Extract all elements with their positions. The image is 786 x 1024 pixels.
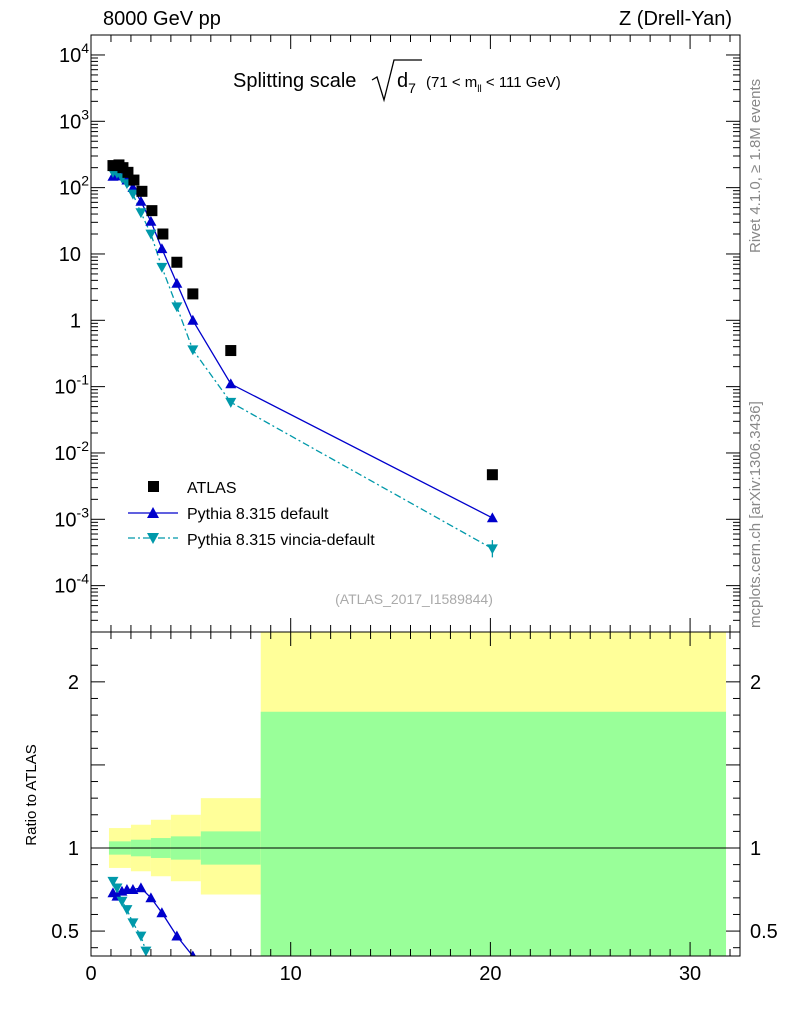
- marker-atlas-9: [187, 288, 199, 300]
- marker-atlas-11: [486, 469, 498, 481]
- y-tick-label-8: 10-4: [54, 571, 89, 598]
- sqrt-sign: [371, 59, 422, 103]
- ratio-y-tick-label-left-0.5: 0.5: [51, 921, 79, 943]
- x-tick-label-10: 10: [280, 963, 302, 985]
- ratio-y-tick-label-right-0.5: 0.5: [750, 921, 778, 943]
- main-curves: [107, 159, 498, 558]
- mcplots-label: mcplots.cern.ch [arXiv:1306.3436]: [747, 401, 764, 628]
- marker-pythia-default-4: [127, 182, 139, 193]
- header-channel: Z (Drell-Yan): [619, 8, 732, 30]
- marker-atlas-10: [225, 345, 237, 357]
- ratio-y-tick-label-right-2: 2: [750, 672, 761, 694]
- marker-atlas-6: [146, 205, 158, 217]
- series-line-pythia-default: [112, 174, 493, 519]
- legend-label-atlas: ATLAS: [187, 480, 237, 497]
- x-tick-label-30: 30: [679, 963, 701, 985]
- legend-marker-default: [147, 507, 159, 518]
- marker-pythia-vincia-6: [145, 229, 157, 240]
- ratio-marker-default-8: [171, 930, 183, 941]
- ratio-y-tick-label-right-1: 1: [750, 838, 761, 860]
- plot-title: Splitting scale: [233, 70, 356, 92]
- y-tick-label-6: 10-2: [54, 438, 89, 465]
- ratio-marker-default-5: [135, 882, 147, 893]
- y-tick-label-5: 10-1: [54, 372, 89, 399]
- title-variable: d7: [397, 70, 416, 96]
- rivet-label: Rivet 4.1.0, ≥ 1.8M events: [747, 79, 764, 253]
- marker-atlas-8: [171, 256, 183, 268]
- ratio-marker-default-6: [145, 892, 157, 903]
- marker-pythia-vincia-7: [156, 262, 168, 273]
- marker-pythia-default-6: [145, 215, 157, 226]
- marker-pythia-default-10: [225, 378, 237, 389]
- marker-pythia-vincia-8: [171, 302, 183, 313]
- title-mass-range: (71 < mll < 111 GeV): [426, 74, 561, 95]
- header-process: 8000 GeV pp: [103, 8, 221, 30]
- ratio-marker-default-7: [156, 907, 168, 918]
- legend-marker-atlas: [148, 481, 159, 492]
- ratio-marker-vincia-2: [116, 896, 128, 907]
- ratio-marker-vincia-4: [127, 918, 139, 929]
- marker-pythia-default-7: [156, 243, 168, 254]
- y-tick-label-2: 102: [59, 173, 89, 200]
- legend-label-default: Pythia 8.315 default: [187, 506, 329, 523]
- marker-pythia-vincia-10: [225, 397, 237, 408]
- marker-atlas-0: [107, 160, 119, 172]
- ratio-y-tick-label-left-1: 1: [68, 838, 79, 860]
- legend-label-vincia: Pythia 8.315 vincia-default: [187, 532, 375, 549]
- marker-pythia-vincia-4: [127, 189, 139, 200]
- ratio-marker-default-4: [127, 884, 139, 894]
- ratio-curves: [107, 876, 196, 956]
- marker-pythia-default-8: [171, 277, 183, 288]
- y-tick-label-0: 104: [59, 40, 89, 67]
- y-tick-label-1: 103: [59, 106, 89, 133]
- marker-pythia-vincia-9: [187, 345, 199, 356]
- ratio-marker-vincia-0: [107, 876, 119, 887]
- ratio-y-tick-label-left-2: 2: [68, 672, 79, 694]
- x-tick-label-20: 20: [479, 963, 501, 985]
- marker-pythia-vincia-5: [135, 208, 147, 219]
- marker-pythia-default-11: [486, 512, 498, 523]
- marker-pythia-default-9: [187, 314, 199, 325]
- axis-ticks: [90, 34, 740, 956]
- ratio-uncertainty-bands: [108, 632, 727, 956]
- marker-atlas-5: [136, 185, 148, 197]
- ratio-marker-vincia-5: [135, 931, 147, 942]
- marker-pythia-default-5: [135, 195, 147, 206]
- marker-atlas-4: [128, 174, 140, 186]
- ratio-frame: [90, 631, 741, 957]
- ratio-marker-vincia-6: [140, 946, 152, 956]
- y-tick-label-3: 10: [59, 244, 81, 266]
- ratio-y-axis-label: Ratio to ATLAS: [23, 744, 40, 845]
- legend: ATLAS Pythia 8.315 default Pythia 8.315 …: [128, 480, 375, 549]
- y-tick-label-7: 10-3: [54, 504, 89, 531]
- y-tick-label-4: 1: [70, 310, 81, 332]
- series-line-pythia-vincia: [112, 171, 493, 550]
- analysis-tag: (ATLAS_2017_I1589844): [335, 591, 493, 607]
- marker-atlas-7: [157, 228, 169, 240]
- marker-atlas-3: [122, 166, 134, 178]
- ratio-marker-vincia-1: [111, 883, 123, 894]
- x-tick-label-0: 0: [85, 963, 96, 985]
- ratio-marker-vincia-3: [121, 905, 133, 915]
- legend-marker-vincia: [147, 533, 159, 544]
- ratio-band-stat-5: [260, 711, 727, 956]
